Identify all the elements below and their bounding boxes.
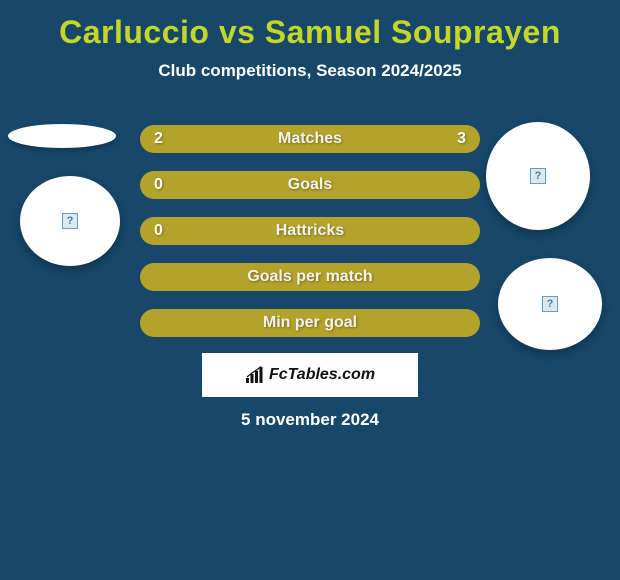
source-logo: FcTables.com	[202, 353, 418, 397]
comparison-subtitle: Club competitions, Season 2024/2025	[0, 61, 620, 81]
stat-label: Min per goal	[263, 314, 357, 332]
placeholder-image-icon: ?	[62, 213, 78, 229]
stat-row-min-per-goal: Min per goal	[140, 309, 480, 337]
stat-right-value: 3	[457, 130, 466, 148]
stat-label: Hattricks	[276, 222, 344, 240]
stat-label: Goals	[288, 176, 332, 194]
placeholder-image-icon: ?	[542, 296, 558, 312]
stat-label: Goals per match	[247, 268, 372, 286]
player-left-avatar-secondary: ?	[20, 176, 120, 266]
bar-chart-icon	[245, 366, 265, 384]
stat-row-matches: 2 Matches 3	[140, 125, 480, 153]
stats-panel: 2 Matches 3 0 Goals 0 Hattricks Goals pe…	[140, 125, 480, 355]
comparison-date: 5 november 2024	[0, 410, 620, 430]
stat-row-goals: 0 Goals	[140, 171, 480, 199]
player-right-avatar-secondary: ?	[498, 258, 602, 350]
stat-label: Matches	[278, 130, 342, 148]
stat-row-goals-per-match: Goals per match	[140, 263, 480, 291]
placeholder-image-icon: ?	[530, 168, 546, 184]
source-logo-text: FcTables.com	[269, 366, 375, 384]
player-left-shadow	[8, 124, 116, 148]
stat-row-hattricks: 0 Hattricks	[140, 217, 480, 245]
comparison-title: Carluccio vs Samuel Souprayen	[0, 0, 620, 51]
stat-left-value: 2	[154, 130, 163, 148]
player-right-avatar: ?	[486, 122, 590, 230]
stat-left-value: 0	[154, 222, 163, 240]
stat-left-value: 0	[154, 176, 163, 194]
